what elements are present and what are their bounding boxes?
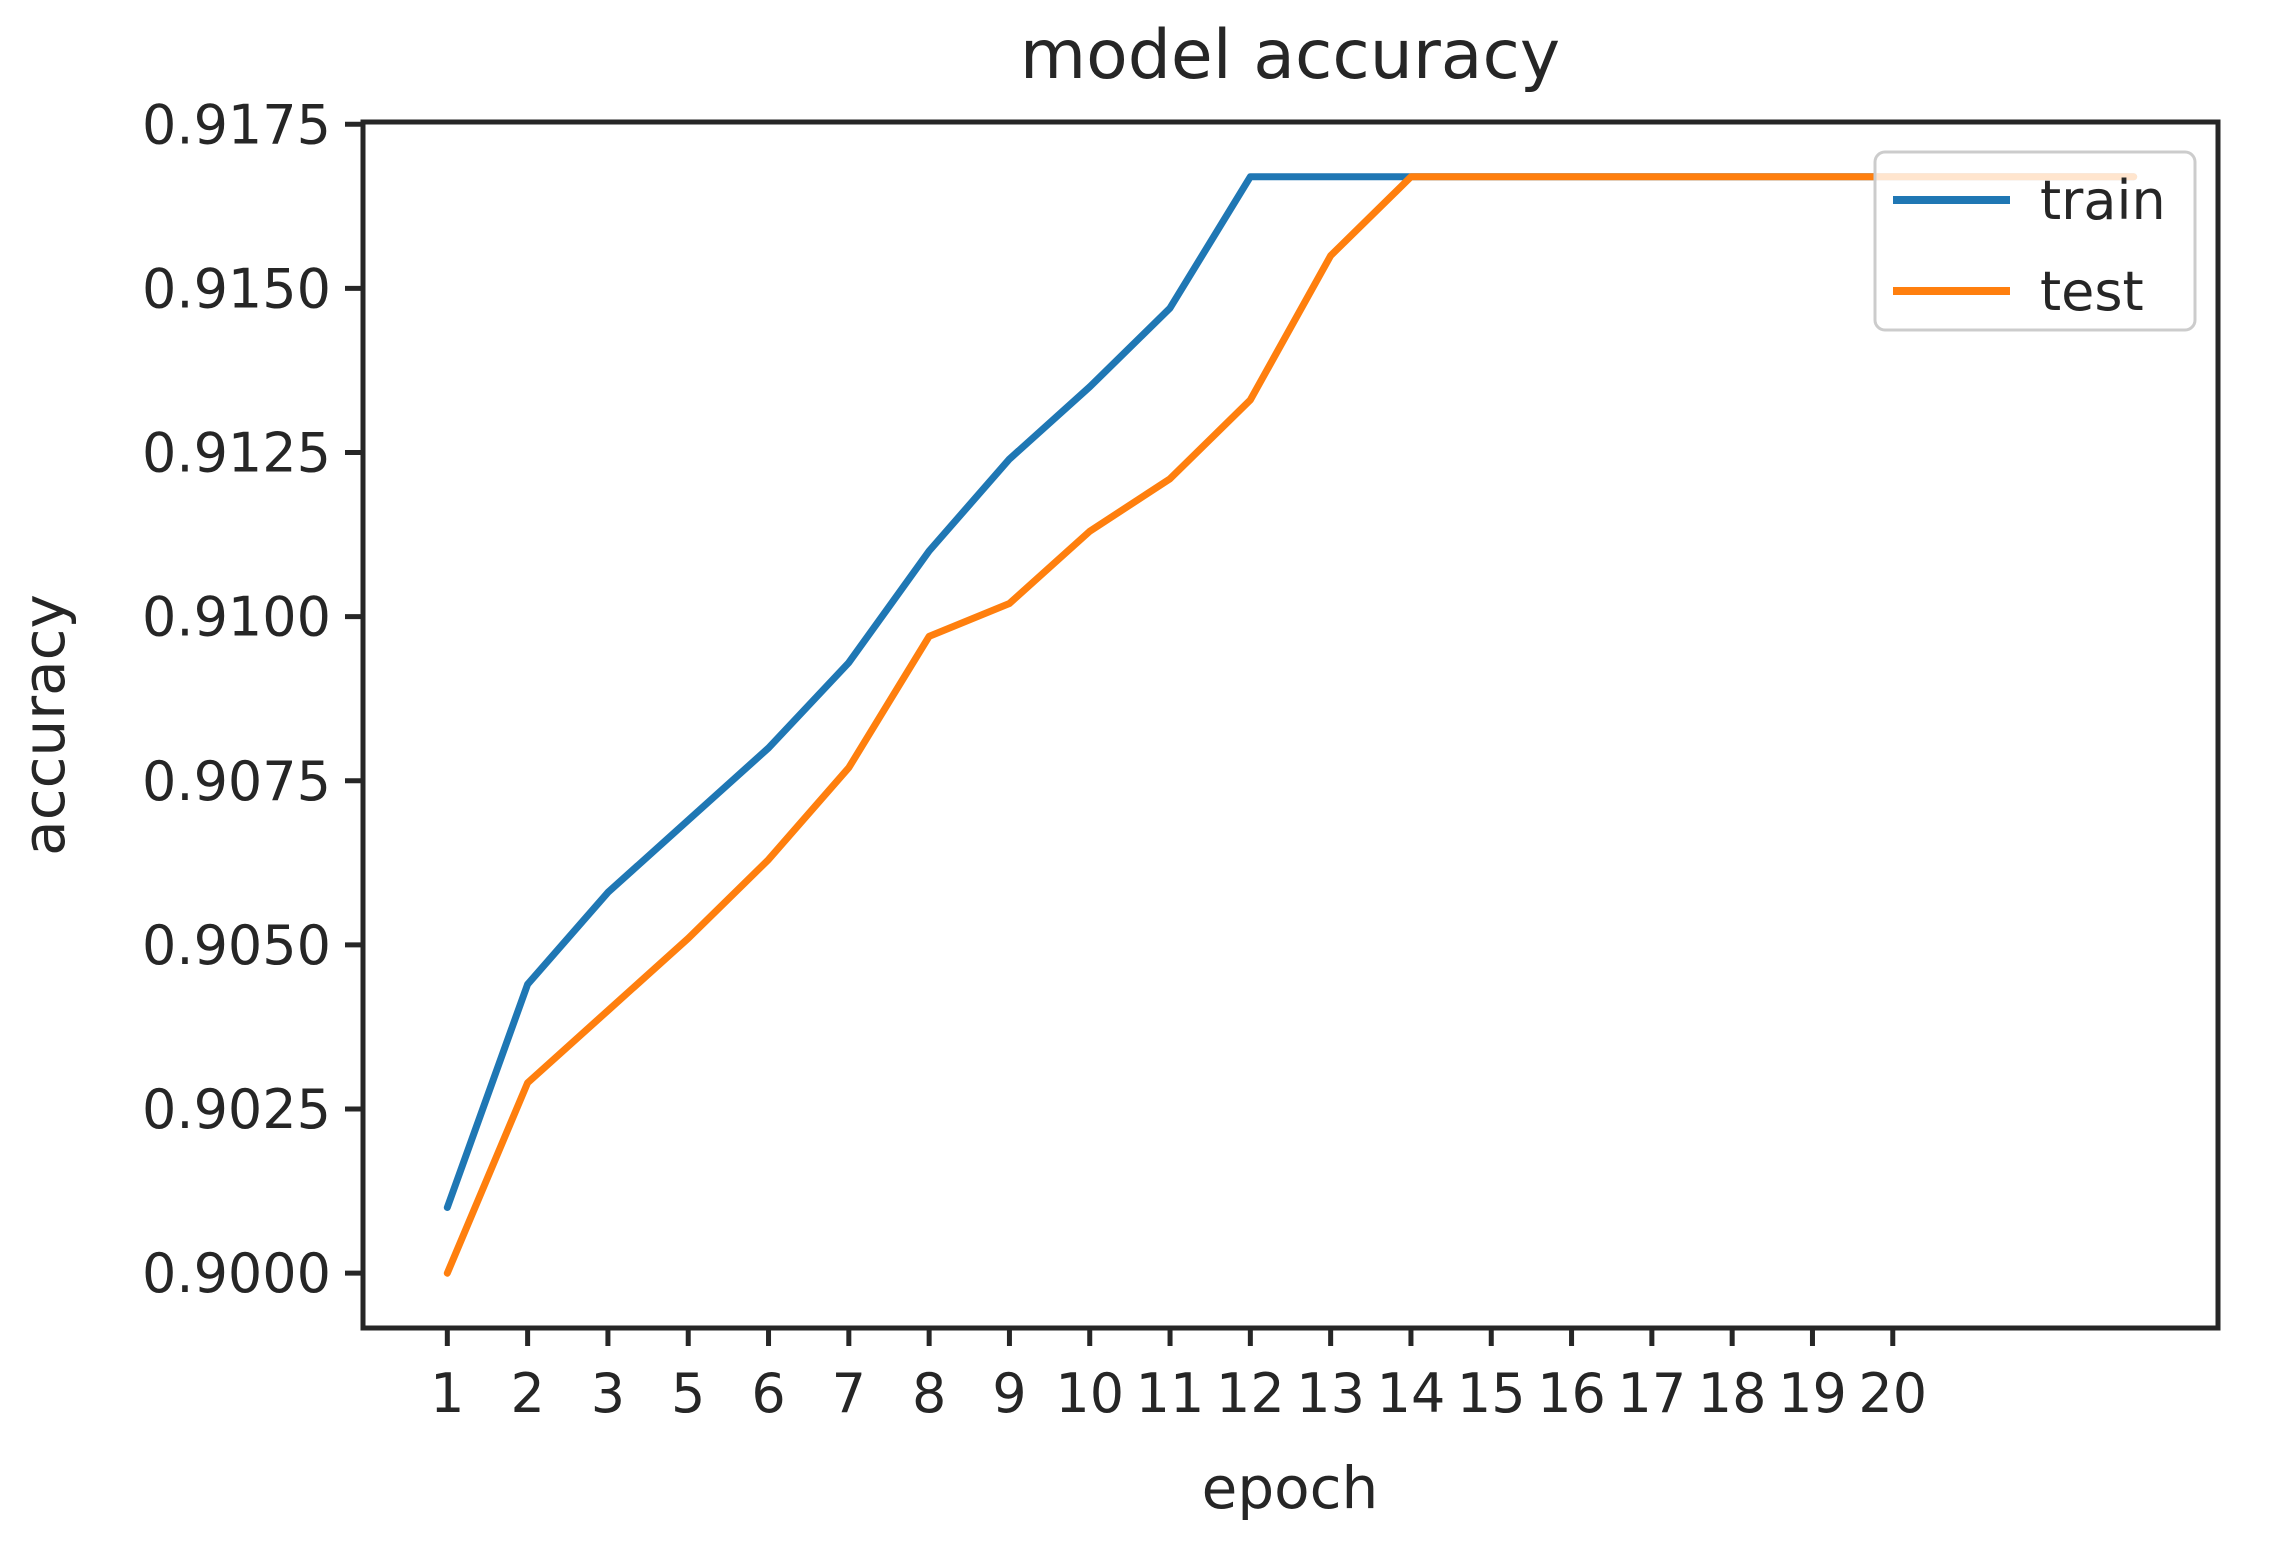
legend-train-label: train — [2040, 169, 2166, 232]
x-tick-label: 13 — [1296, 1362, 1365, 1425]
y-tick-label: 0.9100 — [142, 586, 331, 649]
x-tick-label: 2 — [510, 1362, 544, 1425]
x-tick-label: 16 — [1537, 1362, 1606, 1425]
y-tick-label: 0.9000 — [142, 1242, 331, 1305]
x-tick-label: 15 — [1457, 1362, 1526, 1425]
x-tick-label: 10 — [1055, 1362, 1124, 1425]
x-tick-label: 5 — [671, 1362, 705, 1425]
y-tick-label: 0.9075 — [142, 750, 331, 813]
x-tick-label: 1 — [430, 1362, 464, 1425]
x-axis-label: epoch — [1202, 1454, 1379, 1522]
x-tick-label: 19 — [1778, 1362, 1847, 1425]
y-tick-label: 0.9025 — [142, 1078, 331, 1141]
plot-border — [360, 119, 2221, 1331]
x-tick-label: 20 — [1858, 1362, 1927, 1425]
x-axis-ticks: 1 2 3 5 6 7 8 9 10 11 12 13 14 15 16 17 18 19 20 — [430, 1328, 1927, 1425]
x-tick-label: 7 — [832, 1362, 866, 1425]
chart-title: model accuracy — [1020, 16, 1560, 95]
y-axis-label: accuracy — [10, 594, 78, 856]
y-tick-label: 0.9175 — [142, 93, 331, 156]
test-line — [443, 173, 2138, 1277]
x-tick-label: 11 — [1136, 1362, 1205, 1425]
x-tick-label: 12 — [1216, 1362, 1285, 1425]
y-tick-label: 0.9125 — [142, 422, 331, 485]
y-axis-ticks: 0.9000 0.9025 0.9050 0.9075 0.9100 0.9125 0.91… — [142, 93, 363, 1305]
legend: train test — [1873, 150, 2197, 332]
x-tick-label: 17 — [1618, 1362, 1687, 1425]
x-tick-label: 9 — [992, 1362, 1026, 1425]
x-tick-label: 14 — [1377, 1362, 1446, 1425]
series-lines — [443, 173, 2138, 1277]
y-tick-label: 0.9050 — [142, 914, 331, 977]
legend-test-label: test — [2040, 260, 2144, 323]
y-tick-label: 0.9150 — [142, 257, 331, 320]
x-tick-label: 3 — [591, 1362, 625, 1425]
x-tick-label: 6 — [751, 1362, 785, 1425]
x-tick-label: 18 — [1698, 1362, 1767, 1425]
x-tick-label: 8 — [912, 1362, 946, 1425]
